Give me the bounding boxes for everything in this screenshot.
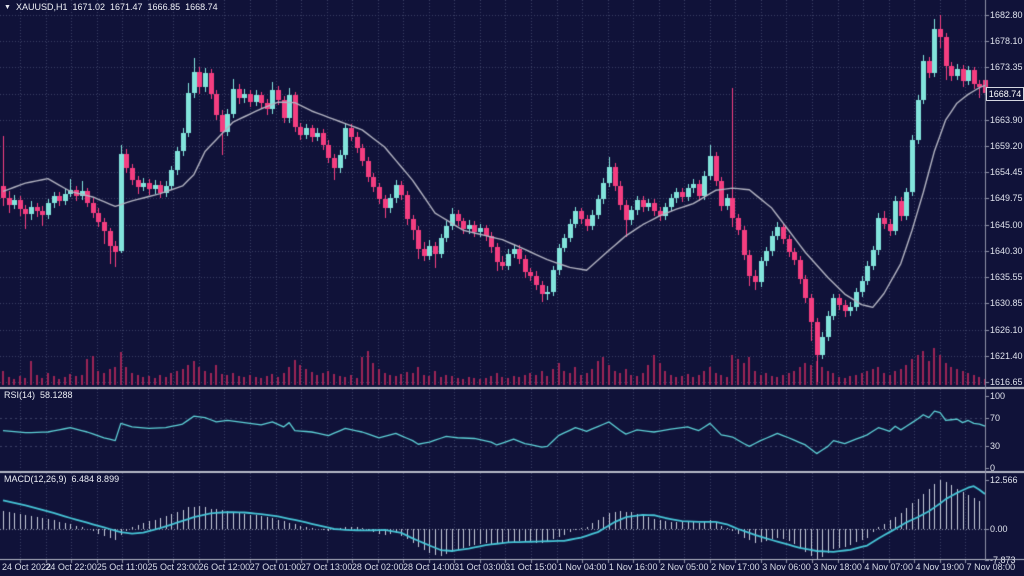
collapse-triangle-icon[interactable]: ▼ xyxy=(4,3,11,11)
